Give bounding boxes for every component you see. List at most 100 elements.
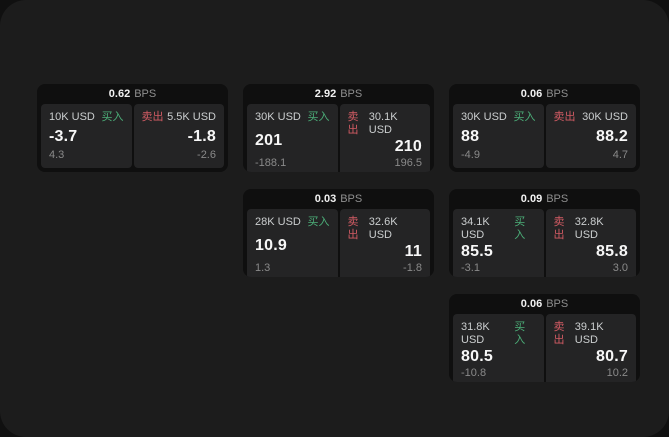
sell-amount: 30K USD <box>582 111 628 123</box>
quote-card: 2.92 BPS 30K USD 买入 201 -188.1 卖出 30.1K … <box>243 84 434 172</box>
buy-panel[interactable]: 10K USD 买入 -3.7 4.3 <box>41 104 132 168</box>
buy-change: -188.1 <box>255 157 287 169</box>
buy-panel[interactable]: 30K USD 买入 88 -4.9 <box>453 104 544 168</box>
card-body: 34.1K USD 买入 85.5 -3.1 卖出 32.8K USD 85.8… <box>449 209 640 277</box>
sell-price: 80.7 <box>596 348 628 365</box>
bps-value: 0.06 <box>520 298 543 310</box>
bps-unit-label: BPS <box>546 193 569 205</box>
buy-top-row: 28K USD 买入 <box>255 216 330 229</box>
buy-amount: 34.1K USD <box>461 216 490 241</box>
sell-amount: 5.5K USD <box>167 111 216 123</box>
sell-side-label: 卖出 <box>141 111 164 123</box>
sell-amount: 30.1K USD <box>368 111 398 136</box>
sell-top-row: 卖出 5.5K USD <box>142 111 217 124</box>
sell-price: 11 <box>404 243 422 260</box>
sell-side-label: 卖出 <box>347 216 359 241</box>
buy-panel[interactable]: 28K USD 买入 10.9 1.3 <box>247 209 338 277</box>
bps-unit-label: BPS <box>134 88 157 100</box>
buy-panel[interactable]: 30K USD 买入 201 -188.1 <box>247 104 338 172</box>
buy-top-row: 31.8K USD 买入 <box>461 321 536 347</box>
buy-change: 4.3 <box>49 149 65 161</box>
sell-amount: 39.1K USD <box>574 321 604 346</box>
buy-change: -10.8 <box>461 367 487 379</box>
sell-change: 10.2 <box>606 367 628 379</box>
quote-card: 0.03 BPS 28K USD 买入 10.9 1.3 卖出 32.6K US… <box>243 189 434 277</box>
buy-side-label: 买入 <box>307 216 330 228</box>
buy-side-label: 买入 <box>513 111 536 123</box>
buy-change: -4.9 <box>461 149 480 161</box>
buy-price: 10.9 <box>255 236 287 254</box>
sell-amount: 32.6K USD <box>368 216 398 241</box>
sell-top-row: 卖出 39.1K USD <box>554 321 629 347</box>
bps-value: 0.09 <box>520 193 543 205</box>
card-body: 31.8K USD 买入 80.5 -10.8 卖出 39.1K USD 80.… <box>449 314 640 382</box>
card-body: 10K USD 买入 -3.7 4.3 卖出 5.5K USD -1.8 -2.… <box>37 104 228 172</box>
buy-amount: 30K USD <box>461 111 507 123</box>
buy-side-label: 买入 <box>101 111 124 123</box>
card-header: 0.09 BPS <box>449 189 640 209</box>
sell-panel[interactable]: 卖出 5.5K USD -1.8 -2.6 <box>133 104 224 168</box>
sell-top-row: 卖出 32.6K USD <box>348 216 423 242</box>
buy-top-row: 30K USD 买入 <box>255 111 330 124</box>
bps-unit-label: BPS <box>340 88 363 100</box>
card-body: 28K USD 买入 10.9 1.3 卖出 32.6K USD 11 -1.8 <box>243 209 434 277</box>
buy-amount: 10K USD <box>49 111 95 123</box>
sell-top-row: 卖出 30.1K USD <box>348 111 423 137</box>
buy-side-label: 买入 <box>307 111 330 123</box>
bps-unit-label: BPS <box>546 298 569 310</box>
card-header: 0.03 BPS <box>243 189 434 209</box>
buy-amount: 31.8K USD <box>461 321 490 346</box>
buy-top-row: 10K USD 买入 <box>49 111 124 124</box>
sell-price: 85.8 <box>596 243 628 260</box>
sell-top-row: 卖出 30K USD <box>554 111 629 124</box>
bps-unit-label: BPS <box>546 88 569 100</box>
buy-price: 80.5 <box>461 348 493 365</box>
sell-change: -1.8 <box>403 262 422 274</box>
buy-panel[interactable]: 31.8K USD 买入 80.5 -10.8 <box>453 314 544 382</box>
sell-change: 196.5 <box>394 157 422 169</box>
sell-change: 4.7 <box>612 149 628 161</box>
bps-value: 0.62 <box>108 88 131 100</box>
buy-panel[interactable]: 34.1K USD 买入 85.5 -3.1 <box>453 209 544 277</box>
sell-side-label: 卖出 <box>553 216 565 241</box>
sell-panel[interactable]: 卖出 30.1K USD 210 196.5 <box>339 104 430 172</box>
cards-grid: 0.62 BPS 10K USD 买入 -3.7 4.3 卖出 5.5K USD… <box>37 84 640 382</box>
buy-change: 1.3 <box>255 262 271 274</box>
sell-top-row: 卖出 32.8K USD <box>554 216 629 242</box>
sell-panel[interactable]: 卖出 32.8K USD 85.8 3.0 <box>545 209 636 277</box>
bps-value: 2.92 <box>314 88 337 100</box>
buy-top-row: 30K USD 买入 <box>461 111 536 124</box>
buy-price: 201 <box>255 131 283 149</box>
card-body: 30K USD 买入 201 -188.1 卖出 30.1K USD 210 1… <box>243 104 434 172</box>
sell-panel[interactable]: 卖出 39.1K USD 80.7 10.2 <box>545 314 636 382</box>
sell-side-label: 卖出 <box>347 111 359 136</box>
card-header: 0.62 BPS <box>37 84 228 104</box>
bps-unit-label: BPS <box>340 193 363 205</box>
buy-top-row: 34.1K USD 买入 <box>461 216 536 242</box>
sell-change: -2.6 <box>197 149 216 161</box>
buy-change: -3.1 <box>461 262 480 274</box>
buy-amount: 30K USD <box>255 111 301 123</box>
card-header: 2.92 BPS <box>243 84 434 104</box>
quote-card: 0.06 BPS 31.8K USD 买入 80.5 -10.8 卖出 39.1… <box>449 294 640 382</box>
sell-panel[interactable]: 卖出 30K USD 88.2 4.7 <box>545 104 636 168</box>
buy-price: 85.5 <box>461 243 493 260</box>
sell-amount: 32.8K USD <box>574 216 604 241</box>
bps-value: 0.06 <box>520 88 543 100</box>
card-body: 30K USD 买入 88 -4.9 卖出 30K USD 88.2 4.7 <box>449 104 640 172</box>
bps-value: 0.03 <box>314 193 337 205</box>
sell-change: 3.0 <box>612 262 628 274</box>
buy-side-label: 买入 <box>514 321 526 346</box>
sell-side-label: 卖出 <box>553 111 576 123</box>
buy-price: -3.7 <box>49 127 78 145</box>
card-header: 0.06 BPS <box>449 84 640 104</box>
quote-card: 0.06 BPS 30K USD 买入 88 -4.9 卖出 30K USD 8… <box>449 84 640 172</box>
sell-price: 210 <box>394 138 422 155</box>
sell-price: -1.8 <box>187 127 216 145</box>
quote-card: 0.09 BPS 34.1K USD 买入 85.5 -3.1 卖出 32.8K… <box>449 189 640 277</box>
card-header: 0.06 BPS <box>449 294 640 314</box>
sell-side-label: 卖出 <box>553 321 565 346</box>
sell-panel[interactable]: 卖出 32.6K USD 11 -1.8 <box>339 209 430 277</box>
buy-amount: 28K USD <box>255 216 301 228</box>
